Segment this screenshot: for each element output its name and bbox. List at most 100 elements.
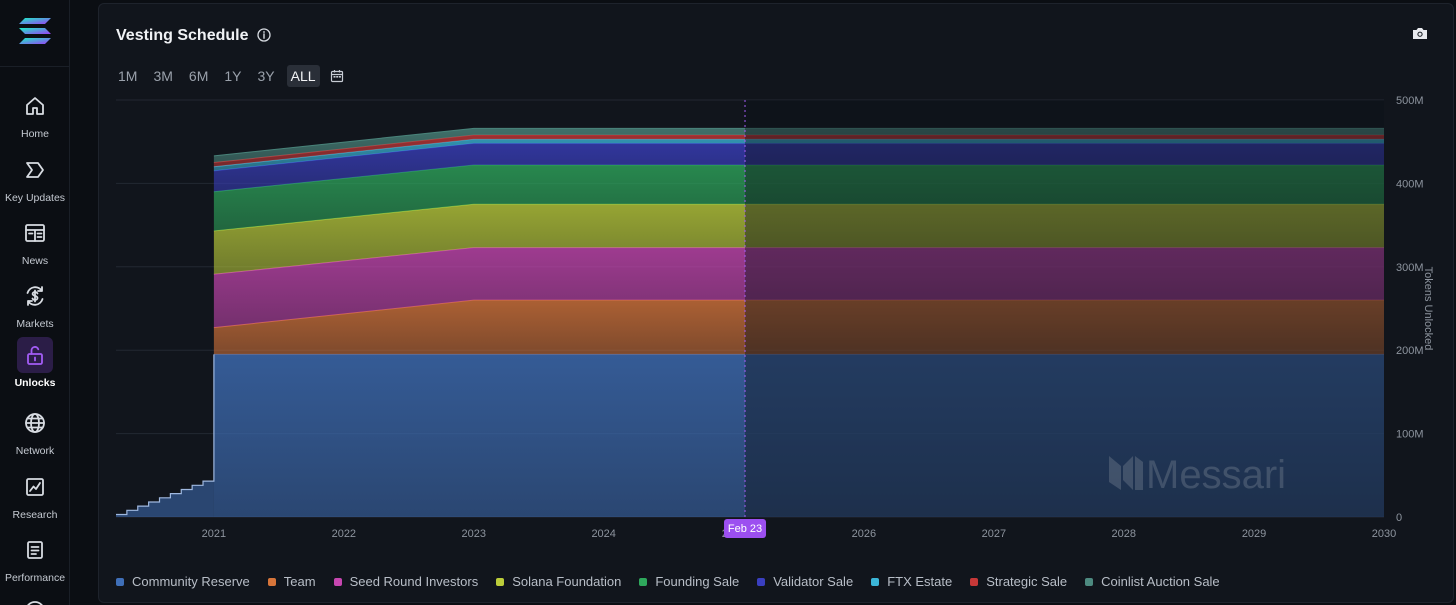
area-team[interactable] xyxy=(213,300,1385,355)
globe-icon xyxy=(17,405,53,441)
sidebar-item-network[interactable]: Network xyxy=(0,405,70,465)
chart-title: Vesting Schedule xyxy=(116,27,249,44)
legend-label: Team xyxy=(283,574,316,589)
calendar-icon[interactable] xyxy=(330,69,344,83)
x-tick-label: 2022 xyxy=(332,528,356,540)
range-1m-button[interactable]: 1M xyxy=(118,68,138,84)
sidebar-item-research[interactable]: Research xyxy=(0,469,70,529)
legend-label: Community Reserve xyxy=(132,574,250,589)
x-tick-label: 2021 xyxy=(202,528,226,540)
sidebar-item-label: Key Updates xyxy=(4,192,66,204)
sidebar-item-label: Markets xyxy=(16,318,54,330)
chart-line-icon xyxy=(17,469,53,505)
area-community-reserve[interactable] xyxy=(213,354,1385,517)
legend-item-validator-sale[interactable]: Validator Sale xyxy=(757,574,853,589)
range-6m-button[interactable]: 6M xyxy=(188,68,209,84)
area-validator-sale[interactable] xyxy=(213,143,1385,192)
chart-legend: Community Reserve Team Seed Round Investor… xyxy=(116,574,1238,589)
legend-label: FTX Estate xyxy=(887,574,953,589)
vesting-schedule-panel: Vesting Schedule 1M 3M 6M 1Y 3Y ALL Mess… xyxy=(98,3,1454,603)
y-tick-label: 300M xyxy=(1396,262,1424,274)
legend-item-team[interactable]: Team xyxy=(267,574,316,589)
sidebar-item-key-updates[interactable]: Key Updates xyxy=(0,152,70,212)
newspaper-icon xyxy=(17,215,53,251)
range-1y-button[interactable]: 1Y xyxy=(224,68,242,84)
x-tick-label: 2029 xyxy=(1242,528,1266,540)
solana-logo[interactable] xyxy=(17,14,53,48)
range-all-button[interactable]: ALL xyxy=(286,65,320,87)
messari-logo-icon xyxy=(1109,456,1143,490)
area-edge xyxy=(213,127,1384,157)
legend-swatch xyxy=(639,577,648,586)
legend-item-ftx-estate[interactable]: FTX Estate xyxy=(871,574,952,589)
y-axis-label: Tokens Unlocked xyxy=(1422,267,1434,351)
stacked-areas xyxy=(213,127,1385,517)
x-tick-label: 2026 xyxy=(852,528,876,540)
y-tick-label: 100M xyxy=(1396,429,1424,441)
chevron-tag-icon xyxy=(17,152,53,188)
legend-item-founding-sale[interactable]: Founding Sale xyxy=(639,574,739,589)
sidebar-item-label: News xyxy=(21,255,49,267)
sidebar-item-more[interactable] xyxy=(0,593,70,605)
y-tick-label: 200M xyxy=(1396,345,1424,357)
range-3m-button[interactable]: 3M xyxy=(153,68,173,84)
camera-icon[interactable] xyxy=(1412,26,1428,40)
y-tick-label: 400M xyxy=(1396,178,1424,190)
dollar-cycle-icon xyxy=(17,278,53,314)
sidebar-divider xyxy=(0,66,70,67)
legend-swatch xyxy=(496,577,505,586)
legend-swatch xyxy=(1085,577,1094,586)
legend-label: Validator Sale xyxy=(773,574,854,589)
step-edge xyxy=(116,354,215,516)
sidebar-item-news[interactable]: News xyxy=(0,215,70,275)
area-founding-sale[interactable] xyxy=(213,165,1385,231)
x-tick-label: 2027 xyxy=(982,528,1006,540)
legend-swatch xyxy=(970,577,979,586)
sidebar-item-home[interactable]: Home xyxy=(0,88,70,148)
sidebar-item-label: Unlocks xyxy=(14,377,56,389)
today-marker-badge[interactable] xyxy=(724,519,767,538)
legend-label: Strategic Sale xyxy=(986,574,1068,589)
document-icon xyxy=(17,532,53,568)
range-3y-button[interactable]: 3Y xyxy=(257,68,275,84)
sidebar-item-label: Performance xyxy=(4,572,66,584)
y-axis-ticks: 0 100M 200M 300M 400M 500M xyxy=(1396,95,1424,524)
sidebar-item-label: Research xyxy=(12,509,58,521)
legend-item-strategic-sale[interactable]: Strategic Sale xyxy=(970,574,1067,589)
y-tick-label: 0 xyxy=(1396,512,1402,524)
x-tick-label: 2028 xyxy=(1112,528,1136,540)
legend-item-seed-round-investors[interactable]: Seed Round Investors xyxy=(333,574,479,589)
legend-item-community-reserve[interactable]: Community Reserve xyxy=(116,574,250,589)
x-tick-label: 2024 xyxy=(591,528,615,540)
step-fill xyxy=(116,476,214,517)
pre-launch-steps xyxy=(116,354,215,517)
area-ftx-estate[interactable] xyxy=(213,139,1385,171)
legend-swatch xyxy=(871,577,880,586)
legend-label: Seed Round Investors xyxy=(349,574,479,589)
messari-watermark: Messari xyxy=(1146,453,1286,497)
legend-label: Solana Foundation xyxy=(512,574,622,589)
x-tick-label: 2023 xyxy=(462,528,486,540)
sidebar-item-markets[interactable]: Markets xyxy=(0,278,70,338)
today-marker-label: Feb 23 xyxy=(728,523,762,535)
area-solana-foundation[interactable] xyxy=(213,204,1385,275)
x-tick-label: 2030 xyxy=(1372,528,1396,540)
sidebar: Home Key Updates News Markets Unlocks Ne… xyxy=(0,0,70,605)
area-coinlist-auction-sale[interactable] xyxy=(213,128,1385,163)
legend-label: Founding Sale xyxy=(655,574,740,589)
legend-swatch xyxy=(267,577,276,586)
legend-swatch xyxy=(116,577,124,586)
vesting-chart: Messari 0 100M 200M 300M 400M 500M 2021 2022 20… xyxy=(116,95,1434,540)
legend-swatch xyxy=(757,577,766,586)
area-strategic-sale[interactable] xyxy=(213,135,1385,167)
legend-item-coinlist-auction-sale[interactable]: Coinlist Auction Sale xyxy=(1085,574,1220,589)
area-seed-round-investors[interactable] xyxy=(213,247,1385,328)
x-axis-ticks: 2021202220232024202520262027202820292030 xyxy=(202,528,1397,540)
legend-item-solana-foundation[interactable]: Solana Foundation xyxy=(496,574,621,589)
sidebar-item-unlocks[interactable]: Unlocks xyxy=(0,337,70,397)
info-icon[interactable] xyxy=(257,28,271,42)
unlock-icon xyxy=(17,337,53,373)
legend-swatch xyxy=(333,577,342,586)
sidebar-item-performance[interactable]: Performance xyxy=(0,532,70,592)
y-tick-label: 500M xyxy=(1396,95,1424,107)
